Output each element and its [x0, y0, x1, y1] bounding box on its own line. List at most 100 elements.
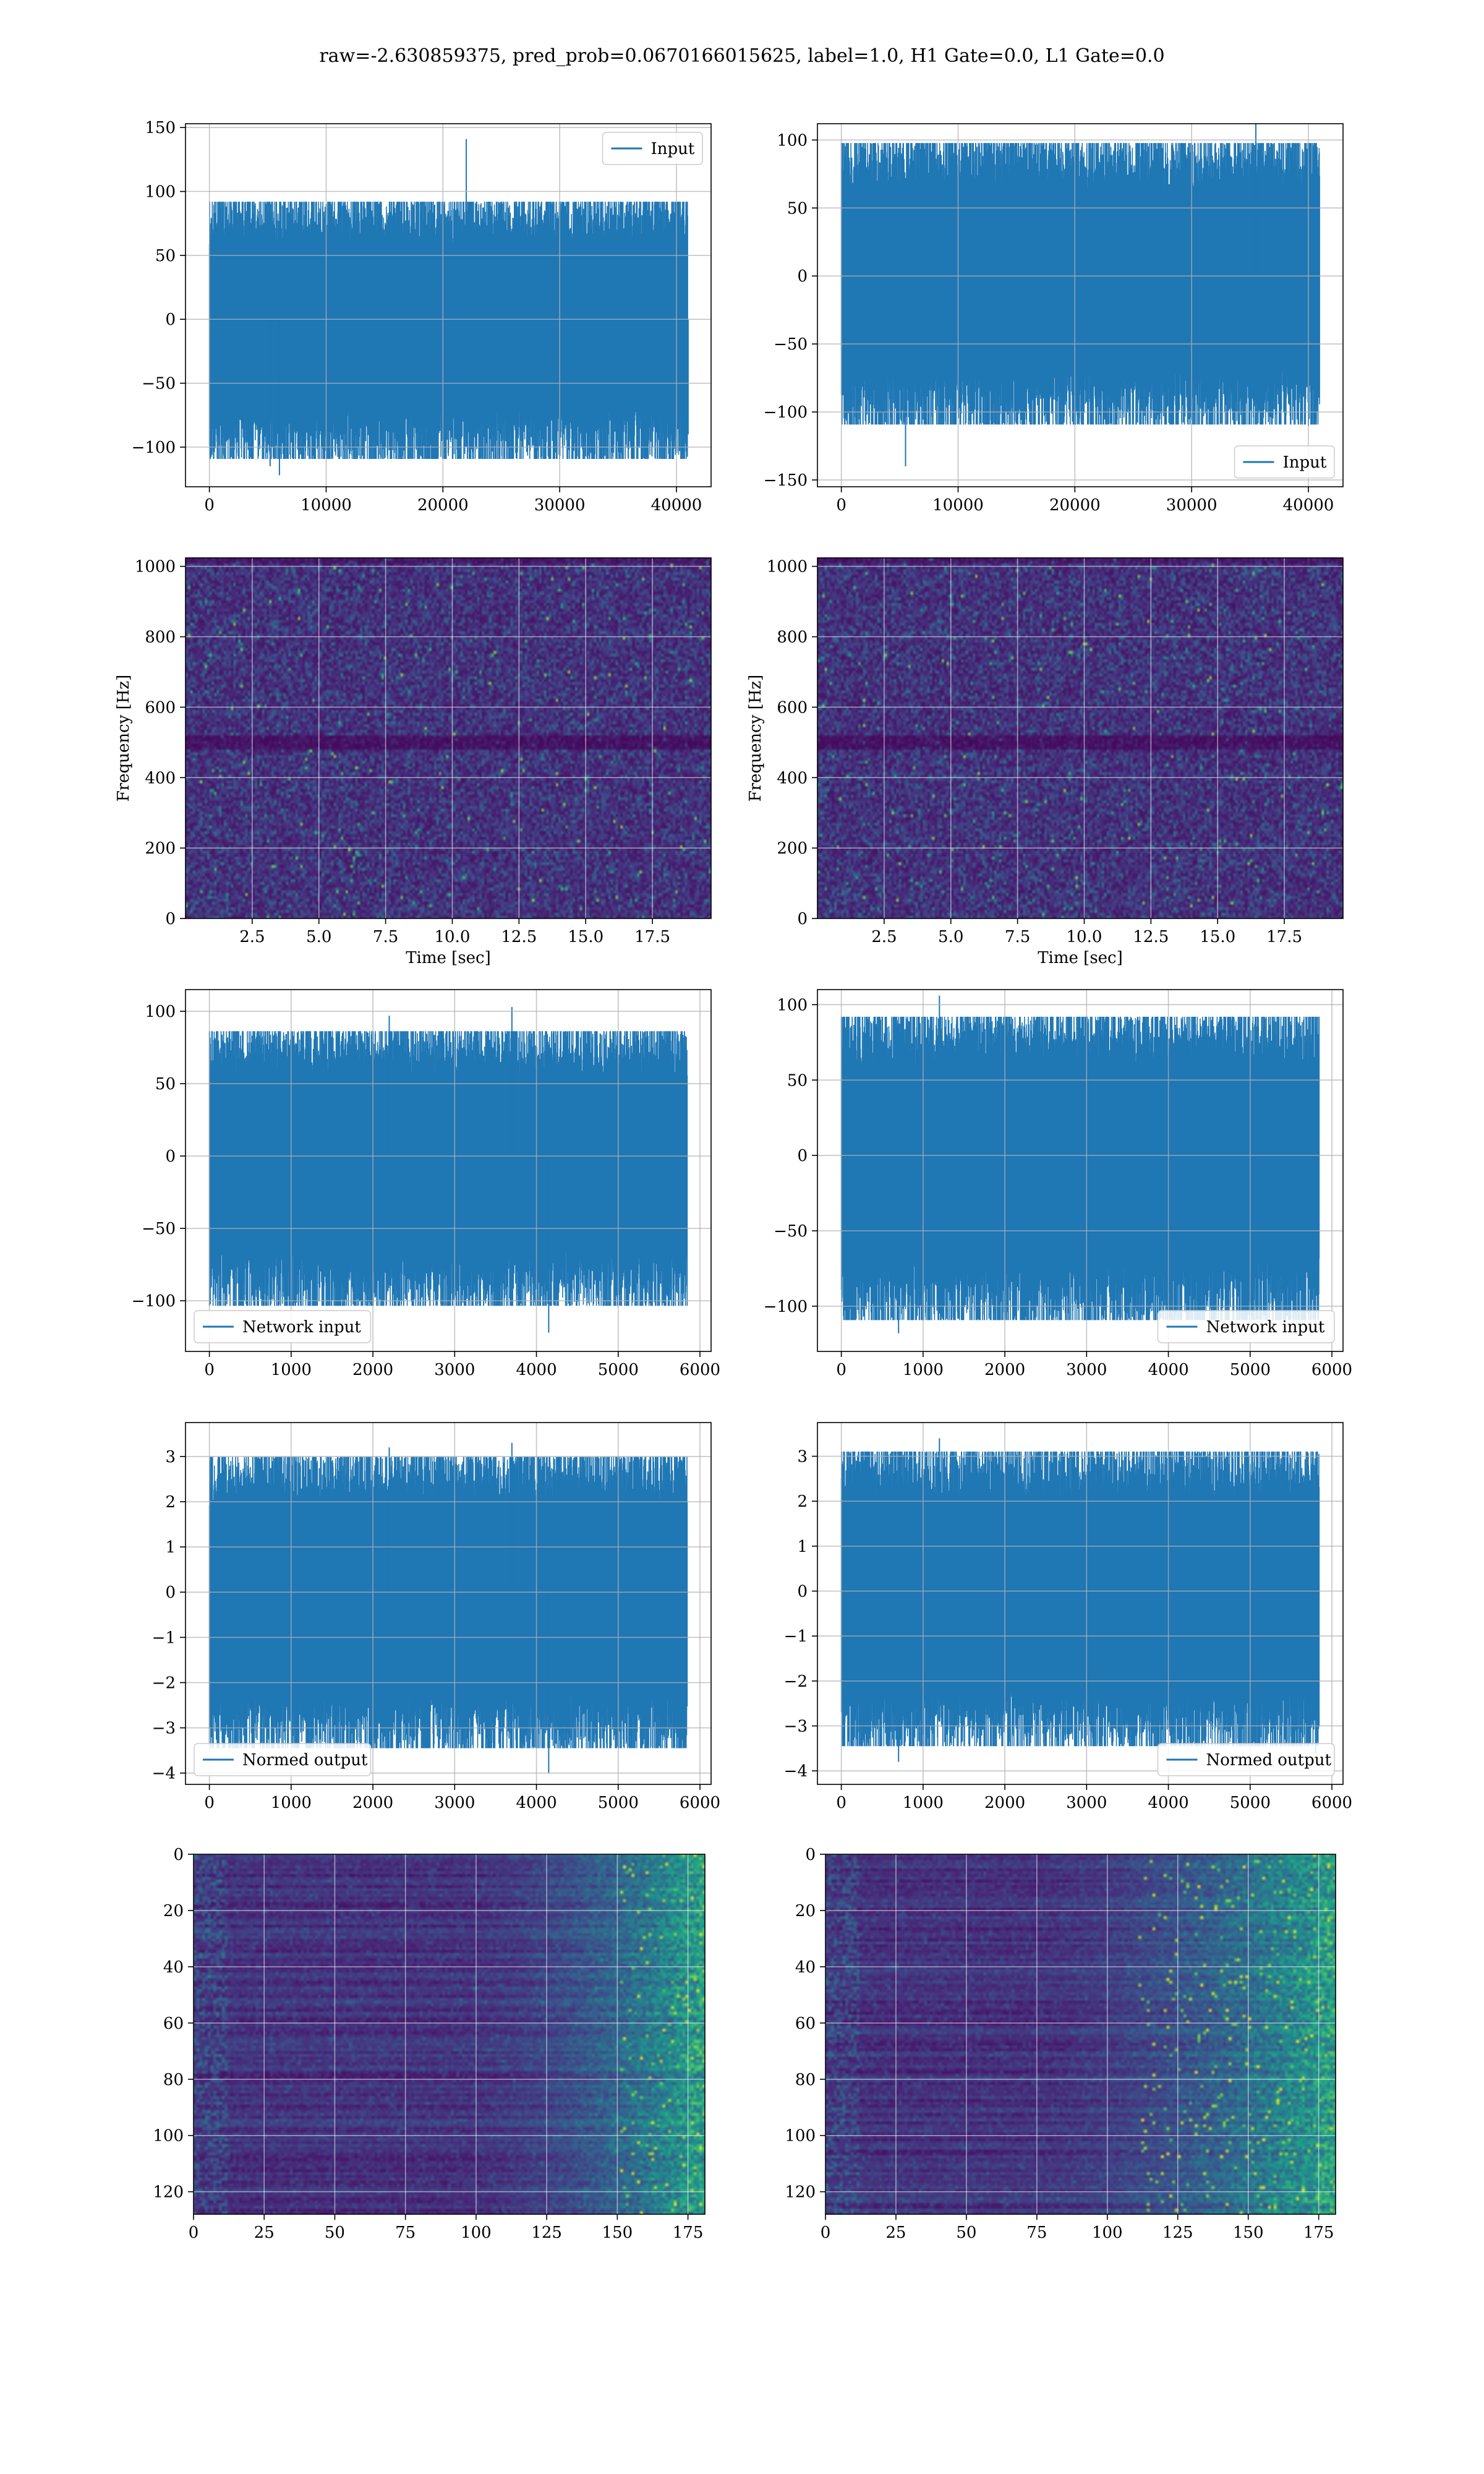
r2c0-ytick-label-3: 50 — [155, 1075, 176, 1094]
r0c0-xtick-label-1: 10000 — [301, 496, 352, 515]
r4c1-ytick-label-6: 120 — [785, 2183, 816, 2202]
r2c0-ytick-label-0: −100 — [132, 1292, 176, 1311]
r4c0-xtick-label-7: 175 — [673, 2224, 704, 2242]
r4c1-ytick-label-1: 20 — [795, 1902, 816, 1920]
r0c1-xtick-label-3: 30000 — [1166, 496, 1217, 515]
r1c1-ytick-label-2: 400 — [777, 769, 808, 787]
r0c0-ytick-label-5: 150 — [145, 119, 176, 137]
r3c0-xtick-label-0: 0 — [204, 1794, 215, 1812]
r0c1-ytick-label-3: 0 — [797, 267, 808, 286]
r2c1-xtick-label-5: 5000 — [1230, 1361, 1271, 1379]
r1c0-xtick-label-3: 10.0 — [435, 928, 471, 946]
r4c0-xtick-label-0: 0 — [189, 2224, 199, 2242]
r1c0-plot-area — [186, 558, 711, 918]
r0c1-legend: Input — [1234, 445, 1335, 479]
r3c1-xtick-label-5: 5000 — [1230, 1794, 1271, 1812]
r3c0-ytick-label-7: 3 — [165, 1448, 176, 1466]
r3c0-ytick-label-0: −4 — [152, 1765, 176, 1783]
r4c0-xtick-label-2: 50 — [325, 2224, 345, 2242]
r4c1-xtick-label-6: 150 — [1233, 2224, 1264, 2242]
r2c1-xtick-label-4: 4000 — [1148, 1361, 1188, 1379]
r4c0-ytick-label-6: 120 — [153, 2183, 184, 2202]
r4c1-ytick-label-5: 100 — [785, 2127, 816, 2146]
r2c1-axes-frame — [817, 989, 1344, 1352]
r2c1-xtick-label-1: 1000 — [903, 1361, 944, 1379]
r1c1-ytick-label-5: 1000 — [767, 558, 808, 576]
r2c1-series-network-input-line — [840, 1016, 1320, 1320]
r2c0-legend: Network input — [194, 1310, 372, 1343]
r2c1-legend-label: Network input — [1206, 1318, 1325, 1337]
r3c1-ytick-label-5: 1 — [797, 1538, 808, 1556]
r4c1-xtick-label-5: 125 — [1162, 2224, 1193, 2242]
r0c1-ytick-label-1: −100 — [764, 403, 808, 422]
r0c1-xtick-label-0: 0 — [836, 496, 846, 515]
r2c0-xtick-label-1: 1000 — [271, 1361, 312, 1379]
r2c0-xtick-label-4: 4000 — [516, 1361, 556, 1379]
r1c0-xtick-label-6: 17.5 — [634, 928, 670, 946]
r2c0-xtick-label-0: 0 — [204, 1361, 215, 1379]
r1c1-ytick-label-1: 200 — [777, 839, 808, 858]
r1c0-xtick-label-0: 2.5 — [239, 928, 265, 946]
r2c1-ytick-label-1: −50 — [774, 1222, 808, 1241]
r0c1-legend-label: Input — [1283, 453, 1327, 472]
r4c0-xtick-label-5: 125 — [531, 2224, 562, 2242]
r4c1-plot-area — [825, 1854, 1336, 2214]
r3c0-legend-box — [194, 1743, 372, 1776]
r2c0-legend-label: Network input — [242, 1318, 361, 1337]
r1c1-xtick-label-5: 15.0 — [1200, 928, 1235, 946]
r3c1-axes-frame — [817, 1422, 1344, 1785]
r1c1-axes-frame — [817, 557, 1344, 919]
r3c0-ytick-label-5: 1 — [165, 1538, 176, 1557]
r4c1-xtick-label-7: 175 — [1303, 2224, 1334, 2242]
r3c0-legend-label: Normed output — [242, 1751, 368, 1770]
r0c0-legend: Input — [602, 132, 703, 165]
r3c1-xtick-label-2: 2000 — [984, 1794, 1025, 1812]
r0c0-xtick-label-0: 0 — [204, 496, 215, 515]
r0c1-ytick-label-5: 100 — [777, 131, 808, 150]
r1c1-xtick-label-2: 7.5 — [1005, 928, 1030, 946]
r3c0-series-normed-output-line — [208, 1457, 688, 1748]
r0c0-legend-box — [602, 132, 703, 165]
r4c0-ytick-label-1: 20 — [163, 1902, 184, 1920]
r1c0-xtick-label-2: 7.5 — [373, 928, 398, 946]
r1c0-xlabel: Time [sec] — [406, 949, 491, 967]
r3c0-ytick-label-1: −3 — [152, 1719, 176, 1738]
subplot-r4c1: 0 25 50 75 100 125 150 175 0 20 40 60 80 100 120 — [785, 1846, 1336, 2242]
r3c0-plot-area — [186, 1423, 711, 1784]
r1c1-xtick-label-4: 12.5 — [1133, 928, 1169, 946]
r3c1-xtick-label-3: 3000 — [1066, 1794, 1107, 1812]
r4c0-heatmap-image — [194, 1854, 705, 2214]
r0c1-xtick-label-1: 10000 — [932, 496, 984, 515]
r3c1-legend-label: Normed output — [1206, 1751, 1332, 1770]
r4c0-ytick-label-4: 80 — [163, 2071, 184, 2089]
r3c0-xtick-label-6: 6000 — [680, 1794, 720, 1812]
r0c0-ytick-label-2: 0 — [165, 310, 176, 329]
r1c0-xtick-label-4: 12.5 — [501, 928, 537, 946]
r4c1-xtick-label-0: 0 — [821, 2224, 831, 2242]
r1c0-ytick-label-2: 400 — [145, 769, 176, 787]
r4c1-ytick-label-3: 60 — [795, 2014, 816, 2033]
subplot-r2c0: 0 1000 2000 3000 4000 5000 6000 −100 −50 0 50 100 Ne… — [132, 989, 720, 1379]
r2c0-xtick-label-3: 3000 — [434, 1361, 475, 1379]
subplot-r1c1: 2.5 5.0 7.5 10.0 12.5 15.0 17.5 0 200 400 600 800 10… — [746, 557, 1344, 967]
subplot-r2c1: 0 1000 2000 3000 4000 5000 6000 −100 −50 0 50 100 Ne… — [764, 989, 1352, 1379]
r2c1-plot-area — [817, 990, 1343, 1351]
r3c0-legend: Normed output — [194, 1743, 372, 1776]
r3c0-xtick-label-4: 4000 — [516, 1794, 556, 1812]
r3c1-ytick-label-2: −2 — [784, 1672, 808, 1691]
r1c1-xlabel: Time [sec] — [1038, 949, 1123, 967]
r2c0-xtick-label-5: 5000 — [598, 1361, 639, 1379]
r0c0-ytick-label-1: −50 — [142, 375, 176, 393]
r1c0-xtick-label-1: 5.0 — [306, 928, 331, 946]
r0c0-axes-frame — [185, 123, 712, 487]
r4c1-heatmap-image — [825, 1854, 1336, 2214]
r4c1-xtick-label-3: 75 — [1026, 2224, 1047, 2242]
subplot-r0c1: 0 10000 20000 30000 40000 −150 −100 −50 0 50 100 In… — [764, 123, 1344, 515]
r0c1-xtick-label-2: 20000 — [1049, 496, 1101, 515]
r3c1-legend-box — [1157, 1743, 1335, 1776]
r0c1-legend-box — [1234, 445, 1335, 479]
r3c1-plot-area — [817, 1423, 1343, 1784]
subplot-r1c0: 2.5 5.0 7.5 10.0 12.5 15.0 17.5 0 200 400 600 800 10… — [114, 557, 712, 967]
r0c0-plot-area — [186, 124, 711, 487]
